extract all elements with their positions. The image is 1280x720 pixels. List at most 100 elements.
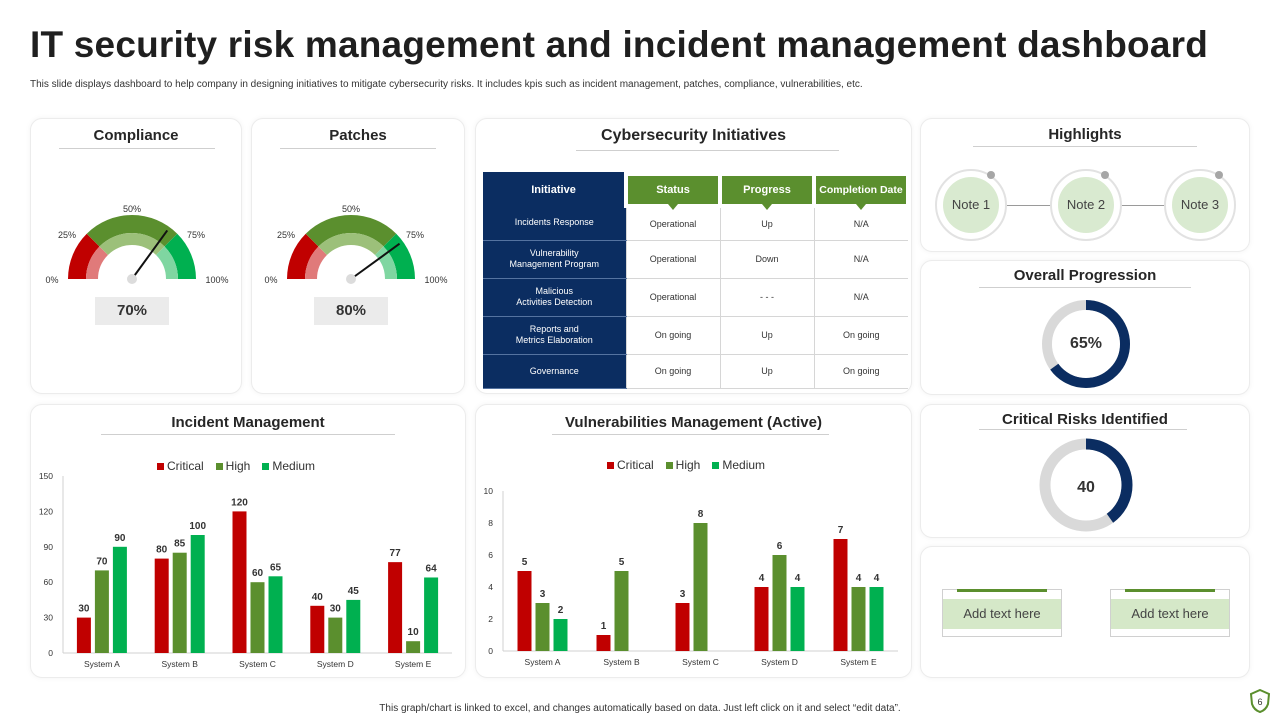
header-status: Status bbox=[624, 170, 722, 210]
bar-critical bbox=[754, 587, 769, 651]
legend-critical: Critical bbox=[607, 458, 654, 472]
gauge-band-low bbox=[287, 233, 319, 279]
bar-critical bbox=[833, 539, 848, 651]
gauge-hub bbox=[346, 274, 356, 284]
page-title: IT security risk management and incident… bbox=[30, 24, 1209, 65]
divider bbox=[101, 434, 395, 435]
highlights-card: Highlights Note 1 Note 2 Note 3 bbox=[920, 118, 1250, 252]
table-row: Reports and Metrics Elaboration On going U… bbox=[483, 316, 908, 355]
header-progress: Progress bbox=[718, 170, 816, 210]
completion-date-cell: On going bbox=[813, 354, 908, 389]
text-boxes-card: Add text here Add text here bbox=[920, 546, 1250, 678]
data-label: 3 bbox=[680, 589, 686, 600]
status-cell: Operational bbox=[625, 240, 720, 279]
bar-medium bbox=[424, 577, 439, 653]
y-tick-label: 30 bbox=[44, 613, 54, 623]
bar-critical bbox=[517, 571, 532, 651]
bar-medium bbox=[346, 599, 361, 653]
gauge-tick-label: 100% bbox=[205, 275, 228, 285]
completion-date-cell: N/A bbox=[813, 240, 908, 279]
data-label: 4 bbox=[874, 573, 880, 584]
data-label: 65 bbox=[270, 562, 282, 573]
note-1-label: Note 1 bbox=[943, 177, 999, 233]
overall-progression-card: Overall Progression 65% bbox=[920, 260, 1250, 395]
completion-date-cell: N/A bbox=[813, 206, 908, 241]
compliance-gauge: 0% 25% 50% 75% 100% bbox=[45, 204, 228, 285]
gauge-inner-low bbox=[86, 246, 108, 279]
bar-high bbox=[614, 571, 629, 651]
data-label: 7 bbox=[838, 525, 844, 536]
patches-title: Patches bbox=[329, 127, 387, 144]
bar-high bbox=[94, 570, 109, 653]
data-label: 85 bbox=[174, 539, 186, 550]
initiative-cell: Vulnerability Management Program bbox=[483, 240, 626, 279]
gauge-tick-label: 75% bbox=[406, 230, 424, 240]
data-label: 100 bbox=[189, 521, 206, 532]
x-tick-label: System B bbox=[603, 657, 640, 667]
gauge-inner-mid bbox=[99, 233, 165, 255]
bar-high bbox=[535, 603, 550, 651]
data-label: 3 bbox=[540, 589, 546, 600]
data-label: 4 bbox=[759, 573, 765, 584]
y-tick-label: 90 bbox=[44, 542, 54, 552]
patches-value: 80% bbox=[314, 297, 388, 325]
text-box-1[interactable]: Add text here bbox=[942, 589, 1062, 637]
y-tick-label: 6 bbox=[488, 550, 493, 560]
status-cell: Operational bbox=[625, 206, 720, 241]
data-label: 45 bbox=[348, 586, 360, 597]
note-3[interactable]: Note 3 bbox=[1164, 169, 1236, 241]
note-3-dot bbox=[1215, 171, 1223, 179]
incident-legend: Critical High Medium bbox=[157, 459, 315, 473]
progress-cell: Down bbox=[719, 240, 814, 279]
legend-high: High bbox=[665, 458, 700, 472]
gauge-band-mid bbox=[86, 215, 178, 247]
gauge-tick-label: 50% bbox=[342, 204, 360, 214]
overall-progression-title: Overall Progression bbox=[1013, 267, 1157, 284]
data-label: 5 bbox=[619, 557, 625, 568]
gauge-band-high bbox=[164, 233, 196, 279]
completion-date-cell: On going bbox=[813, 316, 908, 355]
progress-cell: Up bbox=[719, 206, 814, 241]
compliance-card: Compliance 0% 25% 50% 75% 100% 70% bbox=[30, 118, 242, 394]
data-label: 1 bbox=[601, 621, 607, 632]
bar-critical bbox=[675, 603, 690, 651]
divider bbox=[59, 148, 215, 149]
gauge-inner-low bbox=[305, 246, 327, 279]
note-1[interactable]: Note 1 bbox=[935, 169, 1007, 241]
y-tick-label: 8 bbox=[488, 518, 493, 528]
legend-medium: Medium bbox=[262, 459, 315, 473]
header-initiative: Initiative bbox=[483, 172, 626, 206]
bar-high bbox=[172, 552, 187, 653]
donut-value-arc bbox=[1039, 438, 1133, 532]
connector-line bbox=[1119, 205, 1169, 206]
compliance-value: 70% bbox=[95, 297, 169, 325]
bar-high bbox=[328, 617, 343, 653]
data-label: 64 bbox=[426, 563, 438, 574]
vulnerabilities-chart: 0 2 4 6 8 10 System A 5 3 2 System B 1 5 System C 3 8 Sy… bbox=[484, 486, 898, 667]
status-cell: On going bbox=[625, 354, 720, 389]
note-2[interactable]: Note 2 bbox=[1050, 169, 1122, 241]
bar-critical bbox=[76, 617, 91, 653]
x-tick-label: System A bbox=[525, 657, 561, 667]
footer-note: This graph/chart is linked to excel, and… bbox=[379, 703, 901, 714]
overall-progression-donut bbox=[1042, 300, 1130, 388]
data-label: 60 bbox=[252, 568, 264, 579]
bar-medium bbox=[268, 576, 283, 653]
x-tick-label: System C bbox=[239, 659, 276, 669]
note-1-dot bbox=[987, 171, 995, 179]
patches-card: Patches 0% 25% 50% 75% 100% 80% bbox=[251, 118, 465, 394]
data-label: 120 bbox=[231, 497, 248, 508]
text-box-2[interactable]: Add text here bbox=[1110, 589, 1230, 637]
gauge-tick-label: 25% bbox=[58, 230, 76, 240]
gauge-tick-label: 50% bbox=[123, 204, 141, 214]
divider bbox=[973, 146, 1197, 147]
legend-medium: Medium bbox=[712, 458, 765, 472]
bar-medium bbox=[112, 546, 127, 653]
completion-date-cell: N/A bbox=[813, 278, 908, 317]
x-tick-label: System B bbox=[162, 659, 199, 669]
bar-high bbox=[406, 641, 421, 653]
text-box-accent bbox=[1125, 589, 1215, 592]
status-cell: On going bbox=[625, 316, 720, 355]
x-tick-label: System D bbox=[317, 659, 354, 669]
